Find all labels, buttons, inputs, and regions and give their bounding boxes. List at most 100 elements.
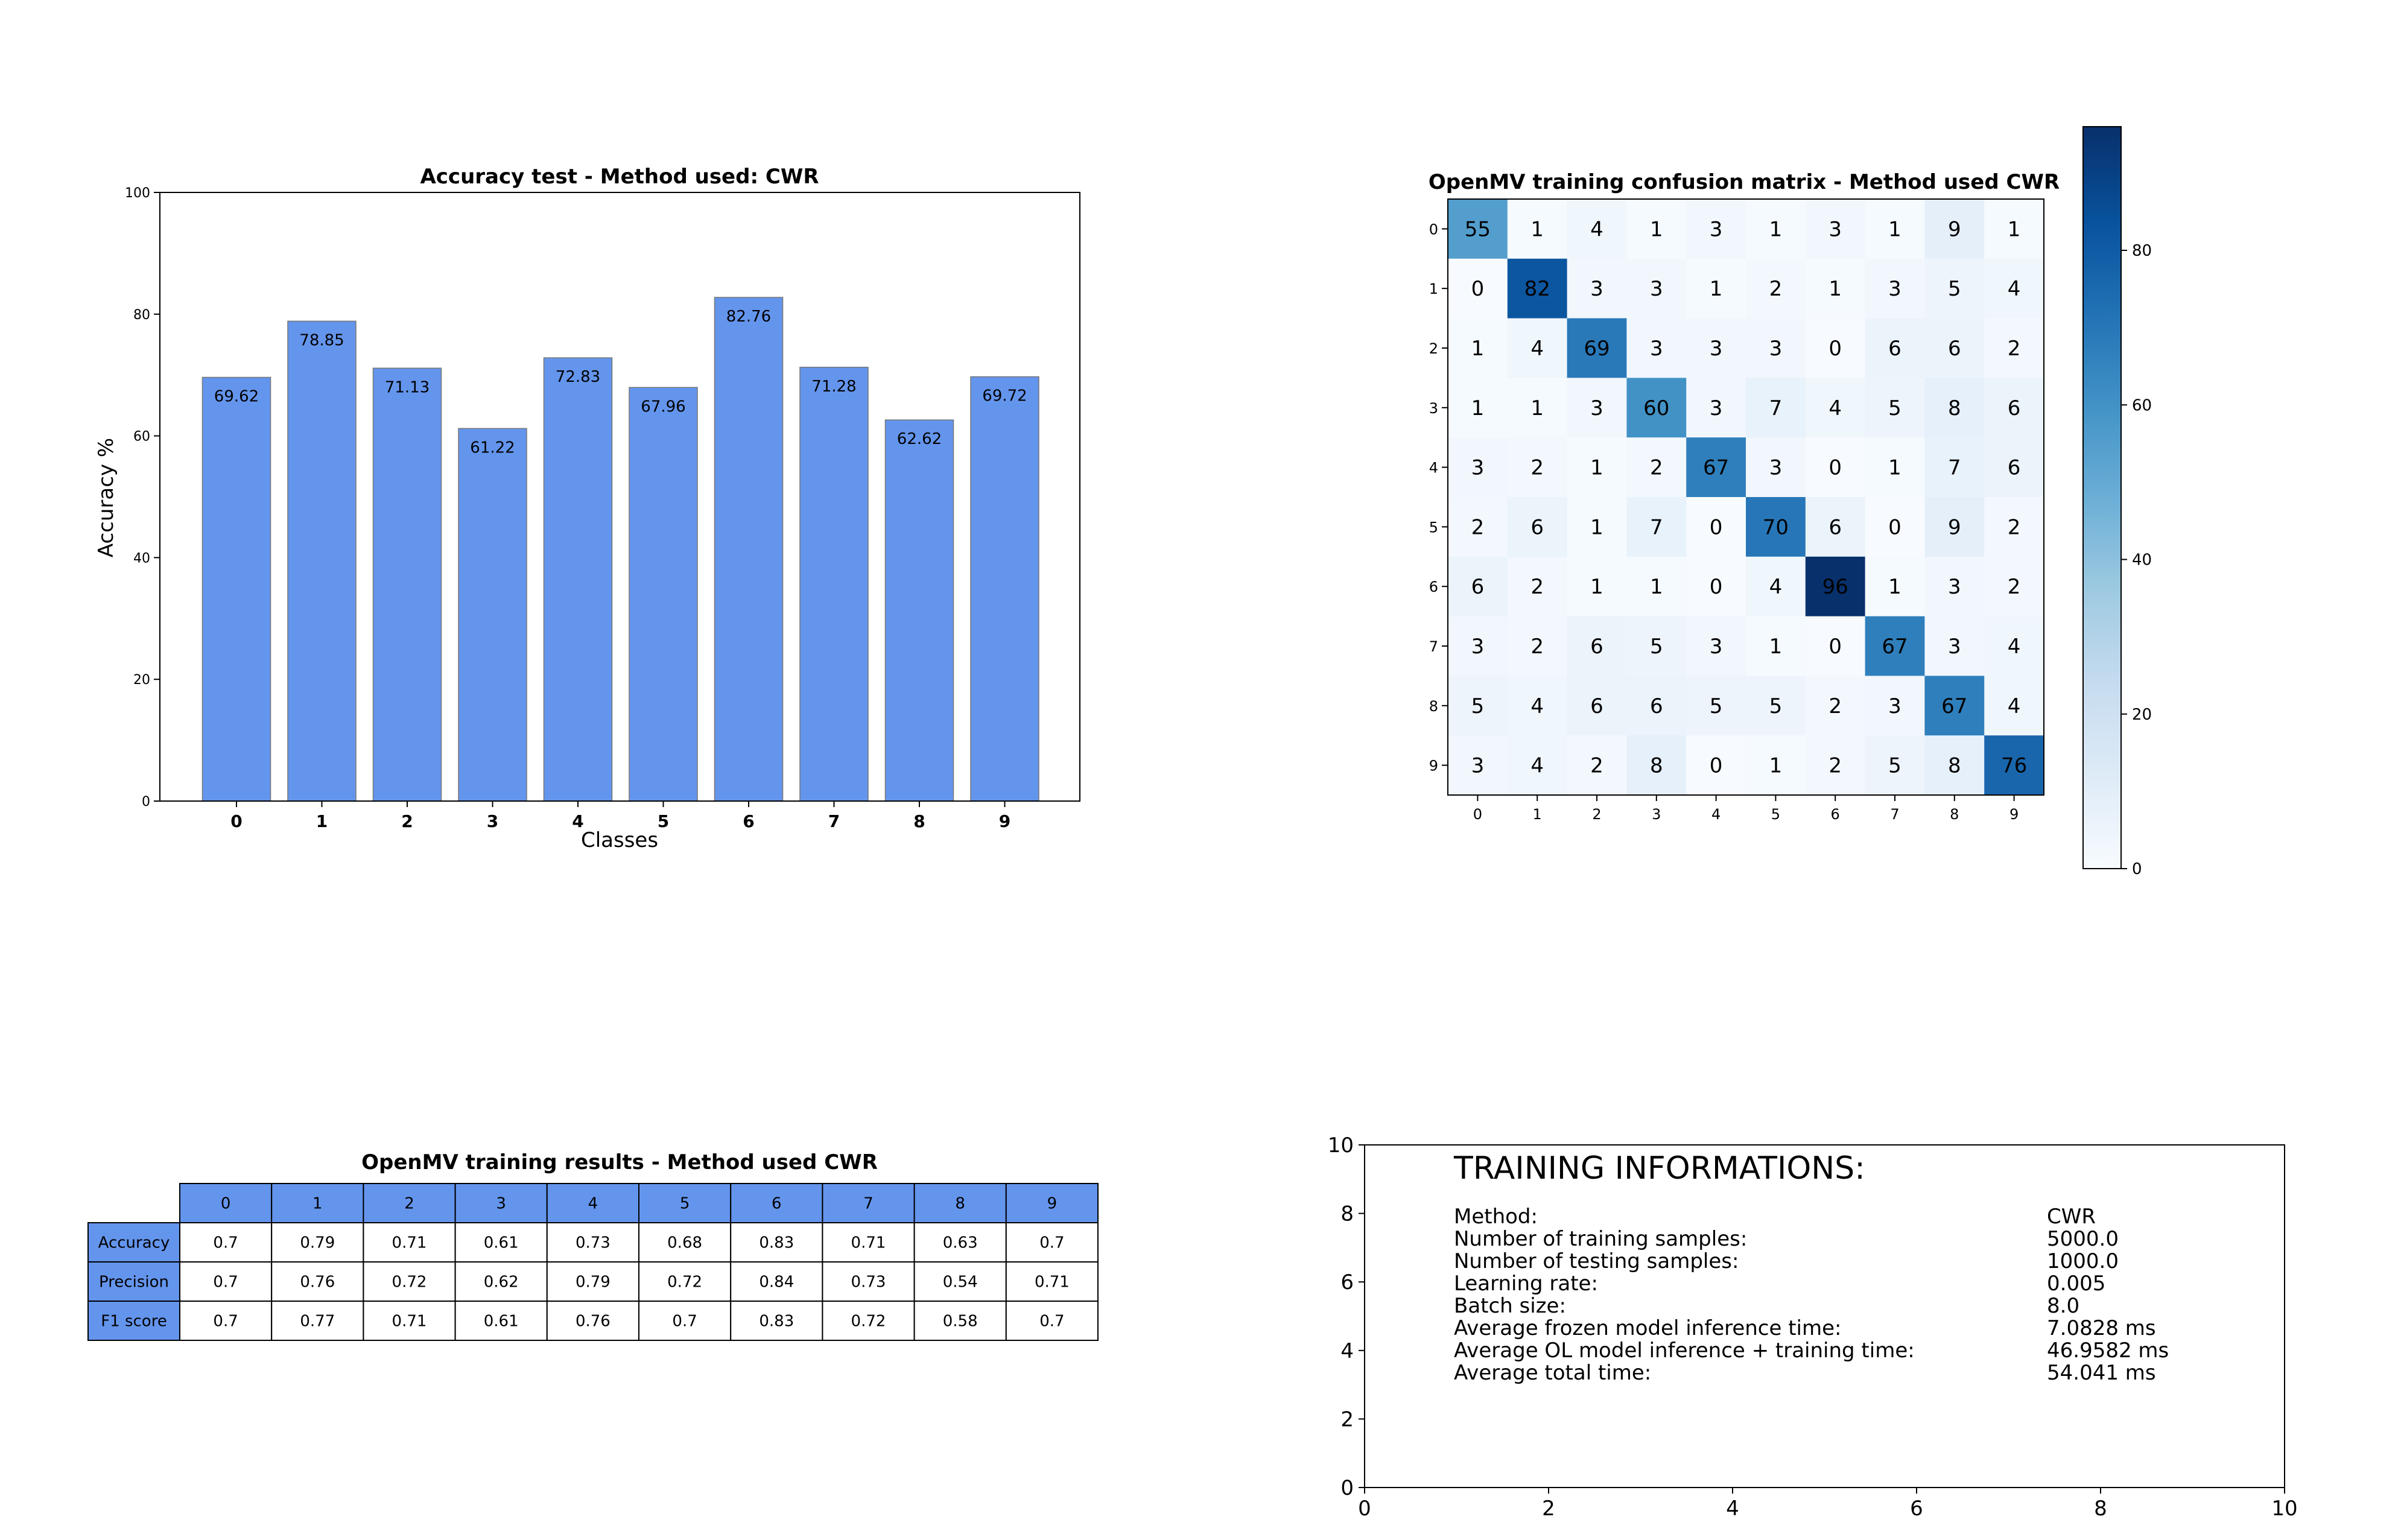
cm-y-tick-label: 0: [1429, 221, 1438, 238]
info-y-tick-label: 0: [1340, 1476, 1354, 1500]
info-row-label: Method:: [1454, 1205, 1538, 1229]
matrix-cell: [1805, 378, 1866, 438]
matrix-cell: [1984, 497, 2044, 557]
matrix-cell-value: 8: [1948, 754, 1961, 778]
info-row-label: Average frozen model inference time:: [1454, 1316, 1842, 1340]
matrix-cell: [1507, 318, 1568, 378]
info-panel-ticks: 0 2 4 6 8 10 0 2 4 6 8 10: [1328, 1133, 2298, 1521]
y-tick-label: 60: [133, 429, 150, 445]
matrix-cell: [1984, 676, 2044, 736]
matrix-cell-value: 0: [1888, 515, 1901, 539]
info-row-value: CWR: [2047, 1205, 2096, 1229]
matrix-cell-value: 5: [1650, 635, 1663, 659]
matrix-cell-value: 6: [1590, 635, 1603, 659]
matrix-cell-value: 6: [1590, 694, 1603, 718]
matrix-cell: [1686, 437, 1746, 498]
table-header-label: 1: [312, 1195, 323, 1213]
matrix-cell: [1567, 258, 1627, 319]
matrix-cell-value: 4: [1530, 694, 1544, 718]
matrix-cell-value: 0: [1829, 635, 1842, 659]
matrix-cell-value: 2: [1530, 456, 1544, 480]
table-row-header-cell: [87, 1222, 180, 1263]
matrix-cell: [1746, 199, 1806, 259]
info-row-value: 46.9582 ms: [2047, 1339, 2169, 1363]
matrix-cell-value: 6: [1471, 575, 1485, 599]
matrix-cell-value: 70: [1763, 515, 1789, 539]
info-row-label: Number of training samples:: [1454, 1227, 1747, 1251]
x-tick-label: 1: [316, 811, 328, 831]
matrix-cell-value: 1: [1829, 277, 1842, 301]
matrix-cell-value: 2: [2008, 515, 2021, 539]
colorbar-tick-label: 20: [2132, 706, 2152, 724]
matrix-cell: [1567, 199, 1627, 259]
matrix-cell-value: 0: [1829, 456, 1842, 480]
matrix-cell-value: 3: [1710, 635, 1723, 659]
cm-x-tick-label: 9: [2009, 806, 2019, 823]
matrix-cell-value: 9: [1948, 217, 1961, 241]
bar-chart-frame: [159, 192, 1080, 802]
matrix-cell-value: 9: [1948, 515, 1961, 539]
table-cell: [638, 1261, 732, 1302]
matrix-cell: [1626, 556, 1687, 617]
table-cell-value: 0.61: [484, 1234, 519, 1252]
bar-x-ticks: 0 1 2 3 4 5 6 7 8 9: [230, 801, 1010, 831]
matrix-cell: [1924, 616, 1985, 676]
y-tick-label: 0: [142, 794, 150, 810]
matrix-cell: [1686, 735, 1746, 796]
matrix-cell-value: 3: [1710, 396, 1723, 420]
matrix-cell: [1448, 437, 1508, 498]
matrix-cell: [1567, 378, 1627, 438]
y-tick-label: 80: [133, 308, 150, 323]
matrix-cell: [1865, 616, 1925, 676]
matrix-cell: [1448, 497, 1508, 557]
x-tick-label: 3: [487, 811, 498, 831]
matrix-cell-value: 1: [1769, 635, 1783, 659]
matrix-cell-value: 3: [1650, 277, 1663, 301]
colorbar-tick-label: 80: [2132, 242, 2152, 260]
matrix-cell: [1686, 258, 1746, 319]
matrix-cell-value: 0: [1710, 754, 1723, 778]
bar-value-label: 71.28: [811, 378, 856, 396]
x-tick-label: 2: [401, 811, 413, 831]
matrix-cell-value: 60: [1643, 396, 1669, 420]
cm-y-tick-label: 6: [1429, 578, 1438, 595]
table-header-label: 4: [588, 1195, 598, 1213]
info-row-value: 54.041 ms: [2047, 1361, 2156, 1385]
matrix-cell-value: 1: [1590, 456, 1603, 480]
matrix-cell-value: 3: [1710, 337, 1723, 361]
matrix-cell: [1746, 318, 1806, 378]
info-panel-title: TRAINING INFORMATIONS:: [1453, 1150, 1865, 1187]
table-cell: [271, 1222, 364, 1263]
matrix-cell-value: 3: [1471, 635, 1485, 659]
info-row-value: 5000.0: [2047, 1227, 2119, 1251]
matrix-cell: [1507, 437, 1568, 498]
matrix-cell: [1448, 616, 1508, 676]
table-cell: [179, 1222, 273, 1263]
x-tick-label: 9: [999, 811, 1010, 831]
matrix-cell: [1924, 676, 1985, 736]
matrix-cell: [1507, 199, 1568, 259]
table-header-label: 7: [863, 1195, 874, 1213]
matrix-cell-value: 3: [1888, 694, 1901, 718]
matrix-cell: [1924, 199, 1985, 259]
table-cell-value: 0.62: [484, 1273, 519, 1291]
bar-value-label: 82.76: [726, 308, 771, 326]
colorbar-tick-label: 0: [2132, 860, 2142, 878]
matrix-cell: [1746, 556, 1806, 617]
matrix-cell-value: 1: [1888, 575, 1901, 599]
matrix-cell: [1924, 378, 1985, 438]
matrix-cell: [1507, 556, 1568, 617]
table-cell-value: 0.79: [300, 1234, 335, 1252]
bar-value-label: 67.96: [641, 398, 685, 416]
table-cell: [1005, 1301, 1099, 1341]
matrix-cell: [1805, 676, 1866, 736]
matrix-cell-value: 7: [1769, 396, 1783, 420]
cm-y-tick-label: 1: [1429, 280, 1438, 297]
matrix-cell-value: 1: [1769, 754, 1783, 778]
table-cell-value: 0.71: [1035, 1273, 1070, 1291]
matrix-cell: [1507, 676, 1568, 736]
matrix-cell-value: 1: [1888, 217, 1901, 241]
table-cell: [363, 1301, 456, 1341]
matrix-cell-value: 3: [1948, 575, 1961, 599]
